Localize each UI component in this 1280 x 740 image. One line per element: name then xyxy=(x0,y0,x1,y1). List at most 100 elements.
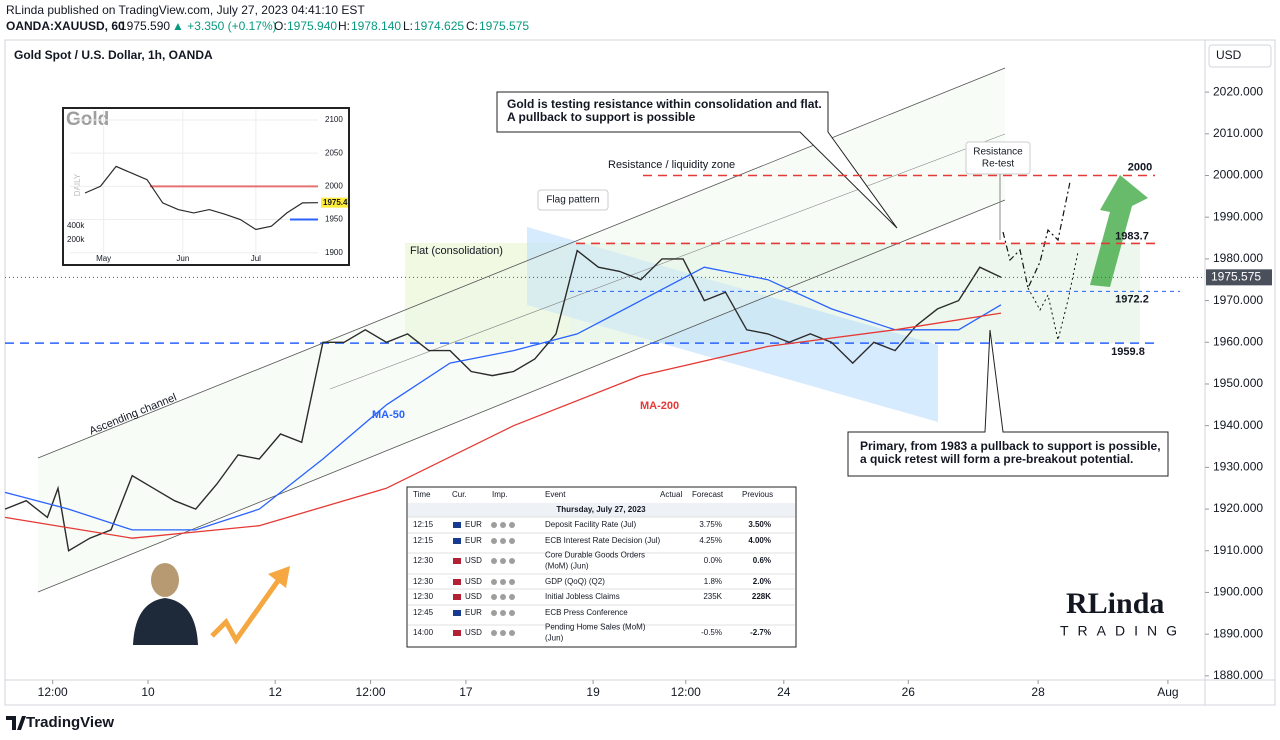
annotation: Re-test xyxy=(982,159,1014,170)
x-tick-label: Aug xyxy=(1157,685,1178,699)
importance-icon xyxy=(509,594,515,600)
level-label: 1972.2 xyxy=(1115,293,1149,305)
x-tick-label: 26 xyxy=(902,685,916,699)
inset-y-label: 1950 xyxy=(325,215,343,224)
callout-text: Primary, from 1983 a pullback to support… xyxy=(860,439,1161,453)
symbol: OANDA:XAUUSD, 60 xyxy=(6,19,125,33)
importance-icon xyxy=(509,538,515,544)
flag-icon xyxy=(453,630,461,636)
inset-last-box xyxy=(321,197,348,208)
importance-icon xyxy=(491,630,497,636)
author-line: RLinda published on TradingView.com, Jul… xyxy=(6,3,365,17)
inset-x-label: Jul xyxy=(251,254,261,263)
flag-icon xyxy=(453,579,461,585)
flag-icon xyxy=(453,522,461,528)
calendar-event: ECB Press Conference xyxy=(545,608,628,617)
calendar-time: 12:45 xyxy=(413,608,434,617)
importance-icon xyxy=(491,579,497,585)
calendar-forecast: 235K xyxy=(703,592,722,601)
annotation: Resistance xyxy=(973,147,1023,158)
importance-icon xyxy=(500,538,506,544)
ma-line xyxy=(4,312,1002,539)
brand-icon xyxy=(6,716,26,730)
level-label: 1959.8 xyxy=(1111,346,1145,358)
calendar-currency: EUR xyxy=(465,536,482,545)
importance-icon xyxy=(509,558,515,564)
calendar-header: Cur. xyxy=(452,490,467,499)
importance-icon xyxy=(491,538,497,544)
calendar-event: GDP (QoQ) (Q2) xyxy=(545,577,605,586)
importance-icon xyxy=(500,630,506,636)
ma-label: MA-50 xyxy=(372,409,405,421)
calendar-header: Event xyxy=(545,490,566,499)
inset-timeframe: DAILY xyxy=(73,173,82,196)
y-tick-label: 1980.000 xyxy=(1213,251,1263,265)
calendar-time: 12:30 xyxy=(413,556,434,565)
calendar-previous: 2.0% xyxy=(753,577,771,586)
inset-price-line xyxy=(84,165,319,231)
ohlc-label: O: xyxy=(274,19,287,33)
x-tick-label: 12:00 xyxy=(356,685,386,699)
y-tick-label: 2020.000 xyxy=(1213,84,1263,98)
calendar-header: Actual xyxy=(660,490,682,499)
importance-icon xyxy=(491,610,497,616)
calendar-header: Previous xyxy=(742,490,773,499)
calendar-event: Deposit Facility Rate (Jul) xyxy=(545,520,636,529)
level-label: 2000 xyxy=(1128,161,1152,173)
figure xyxy=(133,563,198,645)
annotation: Flat (consolidation) xyxy=(410,245,503,257)
inset-last-label: 1975.4 xyxy=(323,198,348,207)
calendar-event: Core Durable Goods Orders xyxy=(545,551,645,560)
importance-icon xyxy=(509,630,515,636)
y-tick-label: 1970.000 xyxy=(1213,293,1263,307)
inset-x-label: May xyxy=(96,254,111,263)
calendar-time: 12:30 xyxy=(413,592,434,601)
currency-box xyxy=(1208,44,1272,68)
calendar-previous: 228K xyxy=(752,592,771,601)
y-tick-label: 1900.000 xyxy=(1213,585,1263,599)
flag-icon xyxy=(453,558,461,564)
brand: TradingView xyxy=(26,714,114,731)
calendar-event: (MoM) (Jun) xyxy=(545,562,589,571)
calendar-previous: -2.7% xyxy=(750,628,771,637)
ohlc-label: H: xyxy=(338,19,350,33)
calendar-time: 14:00 xyxy=(413,628,434,637)
ohlc-label: C: xyxy=(466,19,478,33)
x-tick-label: 12:00 xyxy=(38,685,68,699)
last-price-box xyxy=(1206,269,1272,286)
calendar-event: Initial Jobless Claims xyxy=(545,592,620,601)
calendar-header: Imp. xyxy=(492,490,508,499)
x-tick-label: 17 xyxy=(459,685,473,699)
x-tick-label: 19 xyxy=(586,685,600,699)
projection-path xyxy=(1027,251,1079,341)
bullish-arrow xyxy=(1090,175,1148,287)
ma-label: MA-200 xyxy=(640,400,679,412)
price: 1975.590 xyxy=(120,19,170,33)
inset-y-label: 2050 xyxy=(325,148,343,157)
y-tick-label: 2010.000 xyxy=(1213,126,1263,140)
inset-y-label: 2000 xyxy=(325,181,343,190)
inset-vol-label: 400k xyxy=(67,221,85,230)
calendar-currency: USD xyxy=(465,577,482,586)
importance-icon xyxy=(500,558,506,564)
y-tick-label: 1880.000 xyxy=(1213,668,1263,682)
calendar-event: Pending Home Sales (MoM) xyxy=(545,623,646,632)
logo: RLinda xyxy=(1066,587,1164,620)
x-tick-label: 12:00 xyxy=(671,685,701,699)
calendar-header: Time xyxy=(413,490,431,499)
y-tick-label: 1950.000 xyxy=(1213,376,1263,390)
ohlc-value: 1974.625 xyxy=(414,19,464,33)
importance-icon xyxy=(491,522,497,528)
callout-text: A pullback to support is possible xyxy=(507,110,696,124)
calendar-event: ECB Interest Rate Decision (Jul) xyxy=(545,536,660,545)
annotation: Resistance / liquidity zone xyxy=(608,159,735,171)
y-tick-label: 1990.000 xyxy=(1213,209,1263,223)
change: ▲ +3.350 (+0.17%) xyxy=(172,19,277,33)
callout-text: a quick retest will form a pre-breakout … xyxy=(860,452,1133,466)
importance-icon xyxy=(500,522,506,528)
y-tick-label: 1940.000 xyxy=(1213,418,1263,432)
calendar-forecast: 0.0% xyxy=(704,556,722,565)
callout-box xyxy=(496,91,898,229)
chart-title: Gold Spot / U.S. Dollar, 1h, OANDA xyxy=(14,48,213,62)
level-label: 1983.7 xyxy=(1115,230,1149,242)
